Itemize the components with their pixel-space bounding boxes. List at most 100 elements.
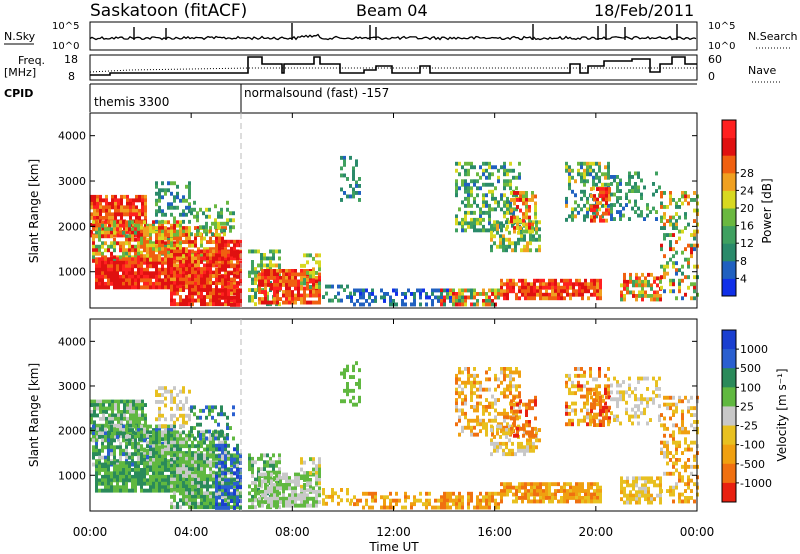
heatmap-cell <box>269 463 272 468</box>
heatmap-cell <box>206 501 209 506</box>
heatmap-cell <box>684 247 687 252</box>
heatmap-cell <box>254 505 257 510</box>
heatmap-cell <box>179 463 182 468</box>
heatmap-cell <box>596 201 599 205</box>
heatmap-cell <box>587 289 590 294</box>
heatmap-cell <box>125 260 128 265</box>
heatmap-cell <box>95 481 98 486</box>
heatmap-cell <box>233 484 236 489</box>
heatmap-cell <box>303 474 306 479</box>
heatmap-cell <box>569 282 572 287</box>
heatmap-cell <box>119 285 122 290</box>
heatmap-cell <box>452 292 455 296</box>
heatmap-cell <box>102 208 105 213</box>
heatmap-cell <box>303 460 306 465</box>
heatmap-cell <box>443 495 446 500</box>
heatmap-cell <box>200 498 203 503</box>
heatmap-cell <box>551 289 554 294</box>
heatmap-cell <box>520 230 523 235</box>
heatmap-cell <box>282 496 285 501</box>
heatmap-cell <box>182 277 185 282</box>
heatmap-cell <box>137 441 140 446</box>
colorbar-swatch <box>722 172 736 191</box>
heatmap-cell <box>152 468 155 472</box>
heatmap-cell <box>167 267 170 272</box>
heatmap-cell <box>578 292 581 297</box>
heatmap-cell <box>128 428 131 432</box>
heatmap-cell <box>98 455 101 460</box>
heatmap-cell <box>116 464 119 469</box>
heatmap-cell <box>176 302 179 307</box>
heatmap-cell <box>164 417 167 422</box>
heatmap-cell <box>383 502 386 507</box>
heatmap-cell <box>248 249 251 254</box>
heatmap-cell <box>194 253 197 257</box>
heatmap-cell <box>362 288 365 293</box>
heatmap-cell <box>300 276 303 280</box>
heatmap-cell <box>140 437 143 442</box>
heatmap-cell <box>137 220 140 225</box>
heatmap-cell <box>512 193 515 198</box>
heatmap-cell <box>107 267 110 272</box>
heatmap-cell <box>312 503 315 508</box>
heatmap-cell <box>170 494 173 499</box>
heatmap-cell <box>161 424 164 429</box>
heatmap-cell <box>167 257 170 262</box>
heatmap-cell <box>92 431 95 436</box>
heatmap-cell <box>581 282 584 287</box>
heatmap-cell <box>458 221 461 226</box>
heatmap-cell <box>214 405 217 410</box>
heatmap-cell <box>185 256 188 261</box>
heatmap-cell <box>96 205 99 210</box>
heatmap-cell <box>221 285 224 290</box>
heatmap-cell <box>656 294 659 298</box>
heatmap-cell <box>128 257 131 262</box>
heatmap-cell <box>571 189 574 194</box>
heatmap-cell <box>93 201 96 206</box>
heatmap-cell <box>425 302 428 307</box>
heatmap-cell <box>102 406 105 411</box>
heatmap-cell <box>107 264 110 269</box>
heatmap-cell <box>90 205 93 210</box>
heatmap-cell <box>230 495 233 500</box>
heatmap-cell <box>185 247 188 252</box>
heatmap-cell <box>629 276 632 281</box>
heatmap-cell <box>476 186 479 191</box>
heatmap-cell <box>419 491 422 496</box>
heatmap-cell <box>413 292 416 296</box>
heatmap-cell <box>182 240 185 244</box>
heatmap-cell <box>158 274 161 279</box>
heatmap-cell <box>227 468 230 472</box>
heatmap-cell <box>209 491 212 496</box>
heatmap-cell <box>264 269 267 273</box>
heatmap-cell <box>158 267 161 272</box>
heatmap-cell <box>300 279 303 284</box>
heatmap-cell <box>155 433 158 438</box>
heatmap-cell <box>173 484 176 489</box>
heatmap-cell <box>230 492 233 497</box>
heatmap-cell <box>164 250 167 255</box>
heatmap-cell <box>522 201 525 206</box>
heatmap-cell <box>200 484 203 489</box>
heatmap-cell <box>125 237 128 242</box>
heatmap-cell <box>113 237 116 242</box>
heatmap-cell <box>188 209 191 214</box>
heatmap-cell <box>131 274 134 279</box>
heatmap-cell <box>273 290 276 294</box>
heatmap-cell <box>176 393 179 397</box>
heatmap-cell <box>200 274 203 278</box>
heatmap-cell <box>122 251 125 256</box>
heatmap-cell <box>672 282 675 287</box>
heatmap-cell <box>273 503 276 508</box>
heatmap-cell <box>470 161 473 166</box>
heatmap-cell <box>605 208 608 213</box>
heatmap-cell <box>300 460 303 465</box>
heatmap-cell <box>111 205 114 210</box>
heatmap-cell <box>261 493 264 498</box>
heatmap-cell <box>291 297 294 301</box>
heatmap-cell <box>185 460 188 465</box>
heatmap-cell <box>251 488 254 492</box>
colorbar-swatch <box>722 278 736 297</box>
heatmap-cell <box>149 461 152 466</box>
heatmap-cell <box>111 420 114 425</box>
